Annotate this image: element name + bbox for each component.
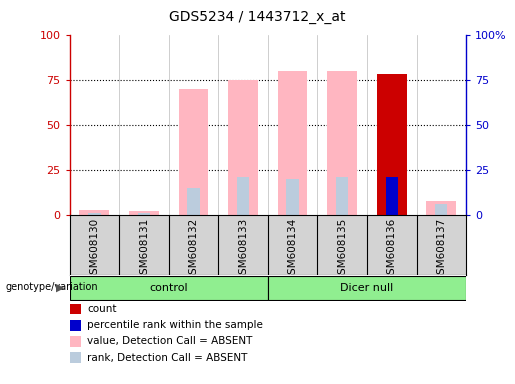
Bar [129,212,159,215]
Bar [88,213,100,215]
Bar [336,177,348,215]
Bar [377,74,406,215]
Bar [386,177,398,215]
Text: ▶: ▶ [56,282,64,292]
Text: GSM608130: GSM608130 [89,218,99,281]
Bar [426,200,456,215]
Bar [278,71,307,215]
Text: control: control [149,283,188,293]
Text: rank, Detection Call = ABSENT: rank, Detection Call = ABSENT [87,353,247,362]
Text: percentile rank within the sample: percentile rank within the sample [87,320,263,330]
Text: GSM608137: GSM608137 [436,218,447,281]
Bar [435,204,448,215]
Bar [179,89,208,215]
Bar [268,276,466,300]
Text: GDS5234 / 1443712_x_at: GDS5234 / 1443712_x_at [169,10,346,23]
Text: GSM608133: GSM608133 [238,218,248,281]
Bar [187,188,200,215]
Text: count: count [87,304,116,314]
Text: GSM608131: GSM608131 [139,218,149,281]
Text: Dicer null: Dicer null [340,283,393,293]
Text: GSM608132: GSM608132 [188,218,198,281]
Text: genotype/variation: genotype/variation [5,282,98,292]
Bar [328,71,357,215]
Text: value, Detection Call = ABSENT: value, Detection Call = ABSENT [87,336,252,346]
Text: GSM608134: GSM608134 [287,218,298,281]
Bar [286,179,299,215]
Bar [138,213,150,215]
Text: GSM608135: GSM608135 [337,218,347,281]
Bar [70,276,268,300]
Bar [79,210,109,215]
Text: GSM608136: GSM608136 [387,218,397,281]
Bar [237,177,249,215]
Bar [228,80,258,215]
